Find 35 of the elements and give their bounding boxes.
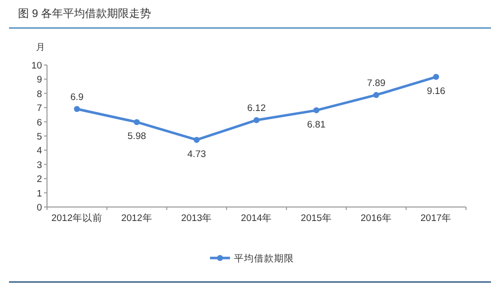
y-axis-title: 月 [36,42,45,52]
point [313,107,320,114]
data-label: 6.9 [70,92,84,104]
data-label: 4.73 [187,148,206,160]
y-tick-label: 7 [36,103,42,114]
y-tick-label: 2 [36,174,42,186]
data-label: 9.16 [426,86,446,97]
y-tick-label: 0 [36,202,42,214]
data-label: 7.89 [366,78,386,89]
x-tick-label: 2015年 [300,212,332,224]
y-tick-label: 3 [36,160,42,171]
point [433,74,440,80]
point [254,117,260,124]
data-label: 5.98 [128,131,146,142]
data-label: 6.81 [307,119,326,130]
x-tick-label: 2016年 [360,212,392,224]
x-tick-label: 2012年以前 [51,212,102,224]
point [74,106,80,112]
data-label: 6.12 [247,103,266,114]
legend-label: 平均借款期限 [234,252,294,264]
y-tick-label: 8 [36,88,42,100]
x-tick-label: 2014年 [240,212,272,224]
x-tick-label: 2012年 [121,212,152,224]
point [373,92,380,98]
y-tick-label: 1 [36,188,42,200]
chart-title: 图 9 各年平均借款期限走势 [18,7,152,20]
y-tick-label: 10 [31,60,42,72]
y-tick-label: 6 [36,117,42,128]
point [194,136,200,143]
y-tick-label: 9 [36,74,42,86]
y-tick-label: 5 [36,132,42,142]
x-tick-label: 2017年 [420,212,452,224]
x-tick-label: 2013年 [181,212,212,224]
y-tick-label: 4 [36,146,42,157]
point [134,119,140,126]
